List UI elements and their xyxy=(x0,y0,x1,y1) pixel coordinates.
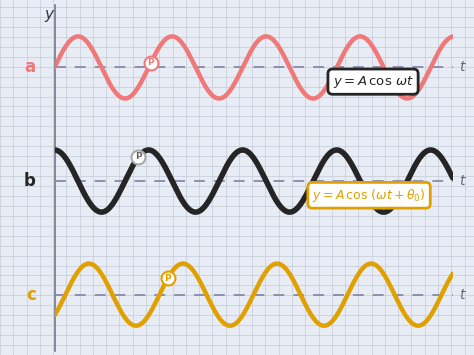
Text: a: a xyxy=(25,59,36,76)
Text: c: c xyxy=(26,286,36,304)
Text: $t$: $t$ xyxy=(459,288,467,302)
Text: $y = A\,\cos\,(\omega t + \theta_0)$: $y = A\,\cos\,(\omega t + \theta_0)$ xyxy=(312,187,426,204)
Text: P: P xyxy=(164,274,171,283)
Text: $t$: $t$ xyxy=(459,174,467,188)
Text: $y$: $y$ xyxy=(44,8,55,24)
Text: $t$: $t$ xyxy=(459,60,467,75)
Text: P: P xyxy=(147,58,154,67)
Text: P: P xyxy=(135,152,142,162)
Text: $y = A\,\cos\,\omega t$: $y = A\,\cos\,\omega t$ xyxy=(333,73,413,90)
Text: b: b xyxy=(24,172,36,190)
